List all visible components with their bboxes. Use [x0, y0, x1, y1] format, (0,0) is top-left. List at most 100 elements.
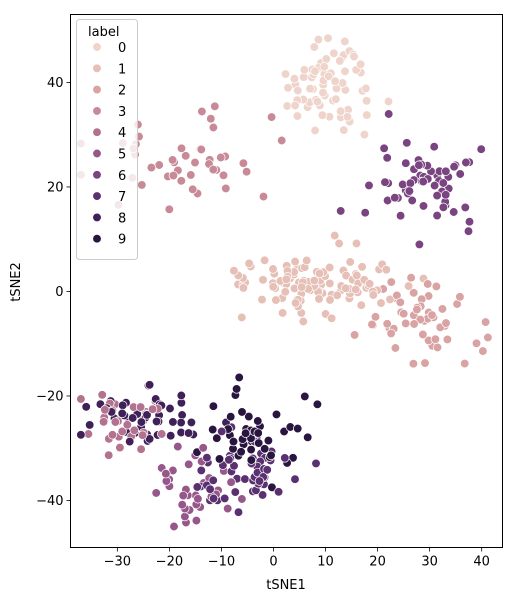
data-point-label-9	[234, 372, 244, 383]
legend-label-1: 1	[118, 62, 126, 77]
data-point-label-8	[183, 428, 194, 438]
data-point-label-9	[254, 438, 264, 448]
data-point-label-9	[303, 432, 313, 442]
data-point-label-9	[263, 435, 274, 446]
data-point-label-7	[262, 465, 272, 475]
data-point-label-9	[312, 399, 323, 409]
data-point-label-2	[349, 330, 360, 340]
data-point-label-9	[228, 436, 239, 447]
data-point-label-0	[293, 85, 303, 96]
data-point-label-8	[151, 416, 162, 427]
data-point-label-7	[208, 475, 218, 485]
y-tick-label: 20	[47, 180, 64, 195]
data-point-label-1	[290, 298, 301, 308]
data-point-label-0	[331, 94, 341, 104]
data-point-label-8	[85, 420, 95, 430]
data-point-label-7	[196, 465, 206, 476]
data-point-label-6	[390, 193, 400, 203]
x-axis: −30 −20 −10 0 10 20 30 40	[104, 547, 490, 570]
data-point-label-3	[208, 164, 218, 175]
data-point-label-1	[298, 316, 308, 327]
data-point-label-7	[208, 493, 219, 504]
data-point-label-6	[382, 153, 392, 163]
data-point-label-3	[218, 170, 229, 180]
data-point-label-6	[460, 202, 470, 213]
data-point-label-8	[125, 436, 135, 447]
data-point-label-6	[384, 109, 394, 119]
data-point-label-9	[208, 424, 218, 435]
data-point-label-0	[280, 69, 291, 79]
data-point-label-6	[438, 178, 448, 188]
data-point-label-6	[405, 178, 416, 188]
data-point-label-2	[427, 310, 437, 320]
data-point-label-0	[305, 84, 315, 94]
data-point-label-0	[340, 66, 350, 76]
data-point-label-9	[253, 428, 263, 438]
legend-marker-9	[92, 234, 102, 244]
data-point-label-3	[176, 176, 186, 186]
data-point-label-9	[300, 391, 310, 402]
data-point-label-5	[173, 441, 183, 452]
data-point-label-3	[167, 155, 178, 165]
data-point-label-1	[352, 270, 362, 281]
legend-marker-1	[92, 63, 102, 73]
data-point-label-7	[280, 453, 290, 463]
data-point-label-8	[176, 417, 186, 428]
y-tick-label: 40	[47, 76, 64, 91]
data-point-label-8	[142, 410, 152, 420]
data-point-label-2	[406, 273, 416, 283]
legend-label-3: 3	[118, 105, 126, 120]
data-point-label-6	[398, 179, 408, 190]
legend-marker-5	[92, 148, 102, 159]
y-tick-label: 0	[55, 285, 63, 300]
data-point-label-6	[379, 143, 389, 153]
data-point-label-6	[380, 177, 390, 187]
data-point-label-1	[345, 257, 355, 267]
data-point-label-0	[324, 71, 334, 81]
data-point-label-9	[253, 416, 263, 426]
data-point-label-7	[240, 474, 250, 484]
legend: label 0 1 2 3 4 5 6 7 8 9	[76, 19, 138, 260]
data-point-label-3	[216, 152, 226, 163]
data-point-label-7	[254, 476, 265, 486]
data-point-label-0	[330, 76, 340, 86]
data-point-label-1	[325, 262, 335, 273]
data-point-label-1	[271, 295, 281, 305]
x-axis-label: tSNE1	[266, 578, 306, 593]
data-point-label-5	[178, 490, 188, 501]
data-point-label-7	[230, 487, 240, 497]
data-point-label-4	[122, 420, 132, 430]
data-point-label-3	[266, 112, 277, 122]
data-point-label-0	[312, 96, 323, 107]
data-point-label-6	[364, 180, 374, 191]
data-point-label-6	[441, 166, 451, 176]
data-point-label-8	[76, 430, 86, 440]
data-point-label-0	[362, 110, 372, 120]
data-point-label-2	[430, 334, 441, 344]
data-point-label-0	[349, 51, 359, 62]
data-point-label-1	[268, 282, 278, 292]
plot-frame	[70, 14, 503, 548]
data-point-label-8	[168, 417, 178, 427]
data-point-label-3	[197, 106, 207, 117]
data-point-label-6	[429, 180, 440, 191]
data-point-label-6	[455, 169, 465, 179]
data-point-label-0	[310, 125, 320, 136]
data-point-label-2	[370, 312, 381, 322]
data-point-label-3	[146, 162, 157, 173]
data-point-label-5	[226, 477, 236, 487]
data-point-label-2	[395, 297, 405, 307]
data-point-label-1	[238, 283, 249, 293]
data-point-label-0	[340, 36, 350, 47]
data-point-label-4	[129, 425, 139, 435]
data-point-label-6	[414, 160, 424, 170]
y-tick-label: −40	[36, 494, 63, 509]
y-axis: −40 −20 0 20 40	[36, 76, 71, 509]
data-point-label-8	[81, 402, 91, 412]
data-point-label-2	[441, 318, 451, 328]
data-point-label-9	[208, 401, 219, 411]
data-point-label-5	[198, 443, 208, 453]
data-point-label-0	[339, 125, 349, 135]
data-point-label-6	[404, 186, 415, 196]
data-point-label-9	[231, 384, 242, 394]
